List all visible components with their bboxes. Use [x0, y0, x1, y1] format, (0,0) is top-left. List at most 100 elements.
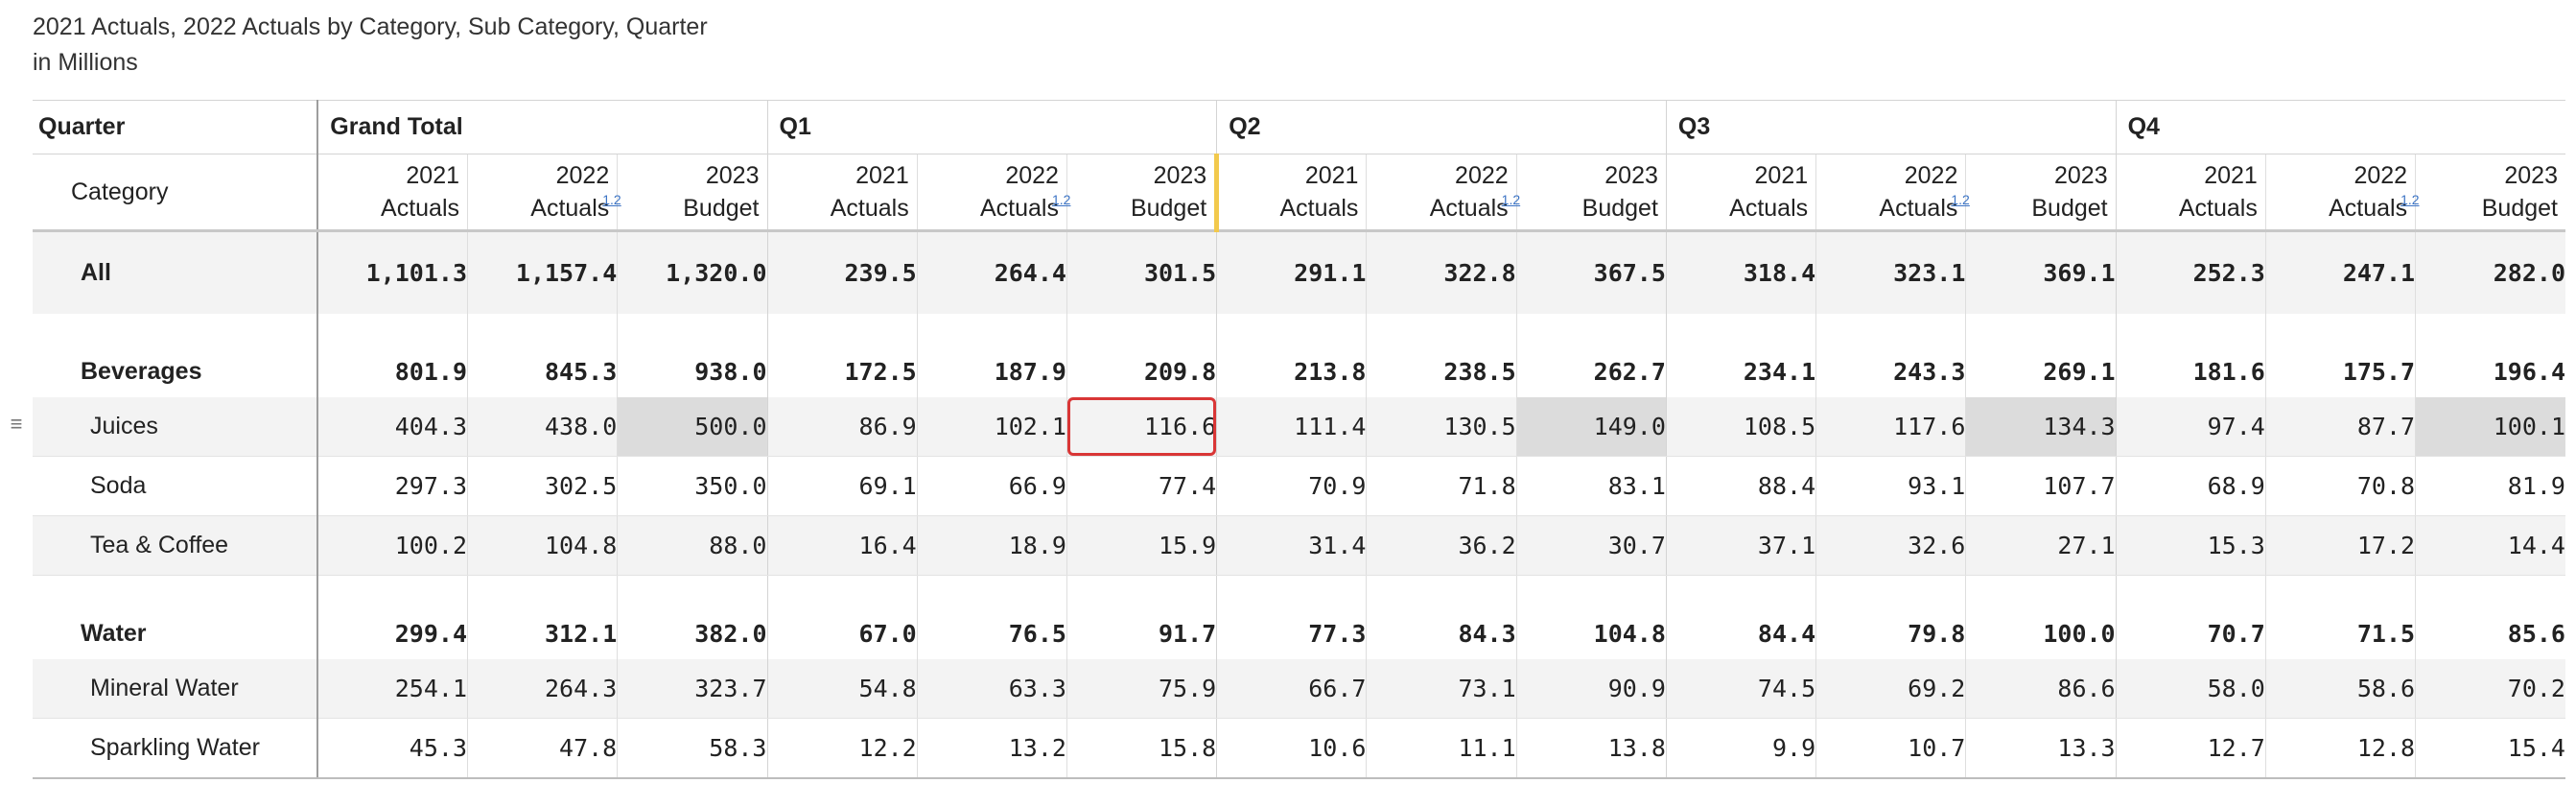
value-cell[interactable]: 83.1 [1515, 456, 1667, 516]
value-cell[interactable]: 13.2 [916, 718, 1067, 779]
measure-header[interactable]: 1.2 2023 Budget [602, 154, 767, 232]
value-cell[interactable]: 67.0 [766, 586, 918, 659]
value-cell[interactable]: 350.0 [617, 456, 767, 516]
value-cell[interactable]: 111.4 [1216, 396, 1367, 457]
value-cell[interactable]: 1,320.0 [617, 230, 767, 314]
value-cell[interactable]: 149.0 [1515, 396, 1667, 457]
row-label[interactable]: Water [33, 586, 319, 659]
value-cell[interactable]: 12.7 [2115, 718, 2266, 779]
measure-header[interactable]: 2021 Actuals [766, 154, 918, 232]
value-cell[interactable]: 36.2 [1366, 515, 1517, 576]
value-cell[interactable]: 9.9 [1665, 718, 1816, 779]
row-label[interactable]: All [33, 230, 319, 314]
column-group-q2[interactable]: Q2 [1216, 100, 1667, 154]
value-cell[interactable]: 18.9 [916, 515, 1067, 576]
value-cell[interactable]: 845.3 [467, 324, 618, 397]
value-cell[interactable]: 69.2 [1815, 658, 1966, 719]
value-cell[interactable]: 172.5 [766, 324, 918, 397]
value-cell[interactable]: 382.0 [617, 586, 767, 659]
value-cell[interactable]: 73.1 [1366, 658, 1517, 719]
table-row[interactable]: Beverages 801.9 845.3 938.0 172.5 187.9 209.8 2… [33, 324, 2565, 397]
value-cell[interactable]: 81.9 [2415, 456, 2565, 516]
table-row[interactable]: Soda 297.3 302.5 350.0 69.1 66.9 77.4 70.9 71.8 8… [33, 456, 2565, 516]
measure-header[interactable]: 2021 Actuals [1665, 154, 1816, 232]
value-cell[interactable]: 97.4 [2115, 396, 2266, 457]
value-cell[interactable]: 86.6 [1965, 658, 2117, 719]
value-cell[interactable]: 75.9 [1066, 658, 1217, 719]
measure-header[interactable]: 2022 Actuals [916, 154, 1067, 232]
value-cell[interactable]: 107.7 [1965, 456, 2117, 516]
value-cell[interactable]: 90.9 [1515, 658, 1667, 719]
value-cell[interactable]: 15.8 [1066, 718, 1217, 779]
column-group-q1[interactable]: Q1 [766, 100, 1217, 154]
value-cell[interactable]: 86.9 [766, 396, 918, 457]
row-label[interactable]: Mineral Water [33, 658, 319, 719]
value-cell[interactable]: 45.3 [316, 718, 468, 779]
value-cell[interactable]: 100.2 [316, 515, 468, 576]
value-cell[interactable]: 264.4 [916, 230, 1067, 314]
value-cell[interactable]: 71.5 [2264, 586, 2416, 659]
value-cell[interactable]: 175.7 [2264, 324, 2416, 397]
value-cell[interactable]: 239.5 [766, 230, 918, 314]
value-cell[interactable]: 58.3 [617, 718, 767, 779]
measure-header[interactable]: 1.2 2023 Budget [2400, 154, 2565, 232]
value-cell[interactable]: 16.4 [766, 515, 918, 576]
value-cell[interactable]: 10.7 [1815, 718, 1966, 779]
value-cell[interactable]: 70.2 [2415, 658, 2565, 719]
value-cell[interactable]: 93.1 [1815, 456, 1966, 516]
value-cell[interactable]: 30.7 [1515, 515, 1667, 576]
value-cell[interactable]: 77.3 [1216, 586, 1367, 659]
measure-header[interactable]: 1.2 2023 Budget [1951, 154, 2117, 232]
value-cell[interactable]: 76.5 [916, 586, 1067, 659]
value-cell[interactable]: 87.7 [2264, 396, 2416, 457]
value-cell[interactable]: 369.1 [1965, 230, 2117, 314]
column-group-q3[interactable]: Q3 [1665, 100, 2117, 154]
value-cell[interactable]: 213.8 [1216, 324, 1367, 397]
value-cell[interactable]: 323.7 [617, 658, 767, 719]
value-cell[interactable]: 302.5 [467, 456, 618, 516]
measure-header[interactable]: 2022 Actuals [467, 154, 618, 232]
number-format-icon[interactable]: 1.2 [2400, 192, 2420, 207]
row-label[interactable]: Sparkling Water [33, 718, 319, 779]
value-cell[interactable]: 88.4 [1665, 456, 1816, 516]
value-cell[interactable]: 15.4 [2415, 718, 2565, 779]
value-cell[interactable]: 11.1 [1366, 718, 1517, 779]
category-dimension-header[interactable]: Category [33, 154, 319, 232]
value-cell[interactable]: 209.8 [1066, 324, 1217, 397]
value-cell[interactable]: 301.5 [1066, 230, 1217, 314]
value-cell[interactable]: 252.3 [2115, 230, 2266, 314]
value-cell[interactable]: 282.0 [2415, 230, 2565, 314]
value-cell[interactable]: 31.4 [1216, 515, 1367, 576]
value-cell[interactable]: 938.0 [617, 324, 767, 397]
value-cell[interactable]: 196.4 [2415, 324, 2565, 397]
value-cell[interactable]: 1,157.4 [467, 230, 618, 314]
column-group-grand-total[interactable]: Grand Total [316, 100, 767, 154]
value-cell[interactable]: 1,101.3 [316, 230, 468, 314]
value-cell[interactable]: 14.4 [2415, 515, 2565, 576]
drag-handle-icon[interactable]: ≡ [10, 412, 23, 436]
number-format-icon[interactable]: 1.2 [602, 192, 621, 207]
measure-header[interactable]: 2021 Actuals [2115, 154, 2266, 232]
value-cell[interactable]: 37.1 [1665, 515, 1816, 576]
value-cell[interactable]: 238.5 [1366, 324, 1517, 397]
value-cell[interactable]: 262.7 [1515, 324, 1667, 397]
value-cell[interactable]: 32.6 [1815, 515, 1966, 576]
value-cell[interactable]: 100.0 [1965, 586, 2117, 659]
value-cell[interactable]: 318.4 [1665, 230, 1816, 314]
value-cell[interactable]: 187.9 [916, 324, 1067, 397]
value-cell[interactable]: 58.0 [2115, 658, 2266, 719]
measure-header[interactable]: 2021 Actuals [316, 154, 468, 232]
value-cell[interactable]: 264.3 [467, 658, 618, 719]
value-cell[interactable]: 12.8 [2264, 718, 2416, 779]
value-cell[interactable]: 74.5 [1665, 658, 1816, 719]
value-cell[interactable]: 70.7 [2115, 586, 2266, 659]
measure-header[interactable]: 1.2 2023 Budget [1502, 154, 1667, 232]
value-cell[interactable]: 299.4 [316, 586, 468, 659]
table-row[interactable]: Sparkling Water 45.3 47.8 58.3 12.2 13.2 15.8 1… [33, 718, 2565, 779]
table-row[interactable]: Water 299.4 312.1 382.0 67.0 76.5 91.7 77.3 84.3… [33, 586, 2565, 659]
quarter-dimension-header[interactable]: Quarter [33, 100, 319, 154]
value-cell[interactable]: 58.6 [2264, 658, 2416, 719]
value-cell[interactable]: 269.1 [1965, 324, 2117, 397]
value-cell[interactable]: 104.8 [1515, 586, 1667, 659]
value-cell[interactable]: 63.3 [916, 658, 1067, 719]
